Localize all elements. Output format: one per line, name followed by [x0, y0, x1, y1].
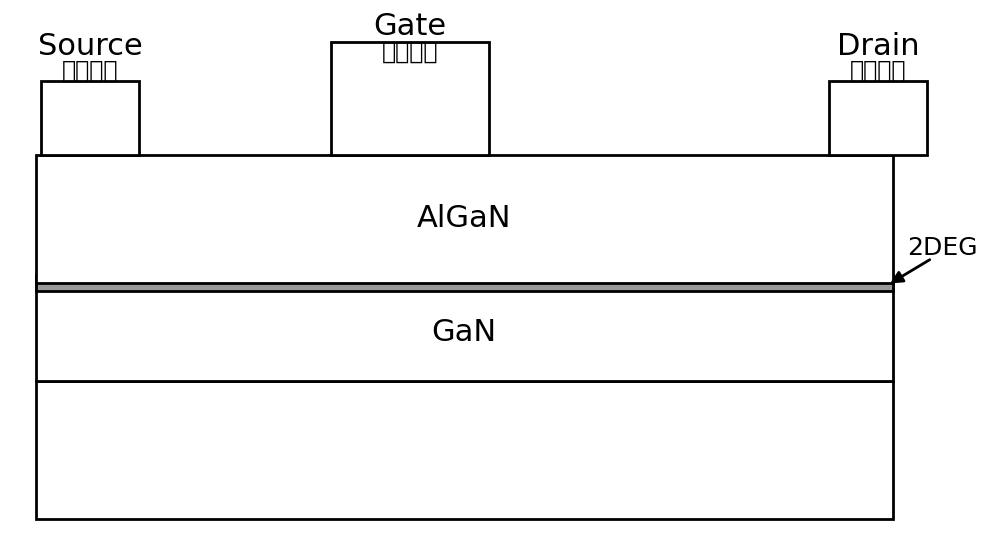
Bar: [36, 283, 893, 382]
Text: （漏极）: （漏极）: [850, 59, 906, 83]
Text: 2DEG: 2DEG: [907, 237, 978, 260]
Text: Gate: Gate: [374, 12, 447, 41]
Text: GaN: GaN: [432, 317, 497, 347]
Bar: [36, 275, 893, 291]
Bar: [331, 41, 489, 155]
Text: Drain: Drain: [837, 32, 919, 61]
Text: （栅极）: （栅极）: [382, 39, 438, 64]
Bar: [829, 81, 927, 155]
Text: Source: Source: [38, 32, 142, 61]
Text: AlGaN: AlGaN: [417, 205, 512, 233]
Bar: [41, 81, 139, 155]
Text: （源极）: （源极）: [62, 59, 118, 83]
Bar: [36, 155, 893, 283]
Bar: [36, 382, 893, 519]
